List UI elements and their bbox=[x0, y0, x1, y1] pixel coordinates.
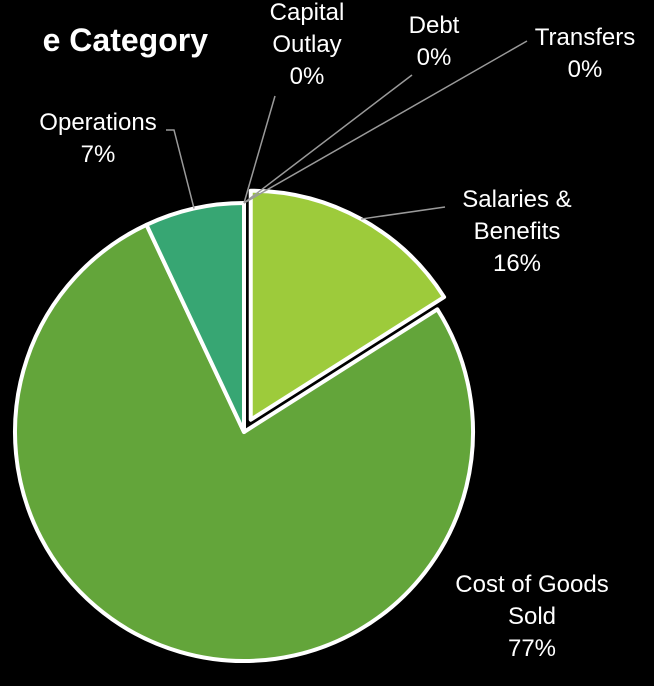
slice-percent-label: 7% bbox=[81, 141, 116, 168]
slice-name-label: Debt bbox=[409, 12, 460, 39]
pie-slice-0 bbox=[248, 188, 447, 422]
slice-label-4: Debt 0% bbox=[409, 12, 460, 71]
pie-slice-2 bbox=[144, 201, 246, 434]
slice-label-2: Operations 7% bbox=[39, 109, 156, 168]
leader-line-2 bbox=[166, 129, 195, 209]
slice-name-label: Capital bbox=[270, 0, 345, 26]
leader-line-0 bbox=[360, 206, 446, 220]
leader-line-4 bbox=[243, 74, 413, 204]
slice-name-label: Transfers bbox=[535, 24, 635, 51]
slice-label-0: Salaries & Benefits 16% bbox=[462, 186, 571, 277]
slice-name-label: Salaries & bbox=[462, 186, 571, 213]
slice-name-label: Cost of Goods bbox=[455, 571, 608, 598]
chart-title: e Category bbox=[42, 22, 208, 58]
slice-name-label: Benefits bbox=[474, 218, 561, 245]
slice-name-label: Operations bbox=[39, 109, 156, 136]
slice-percent-label: 0% bbox=[290, 63, 325, 90]
slice-percent-label: 77% bbox=[508, 635, 556, 662]
slice-label-3: Capital Outlay 0% bbox=[270, 0, 345, 90]
leader-line-5 bbox=[243, 40, 528, 204]
leader-line-3 bbox=[243, 95, 276, 204]
slice-name-label: Outlay bbox=[272, 31, 341, 58]
slice-name-label: Sold bbox=[508, 603, 556, 630]
slice-percent-label: 0% bbox=[568, 56, 603, 83]
slice-percent-label: 16% bbox=[493, 250, 541, 277]
pie-slice-1 bbox=[13, 222, 475, 663]
slice-label-5: Transfers 0% bbox=[535, 24, 635, 83]
slice-label-1: Cost of Goods Sold 77% bbox=[455, 571, 608, 662]
slice-percent-label: 0% bbox=[417, 44, 452, 71]
